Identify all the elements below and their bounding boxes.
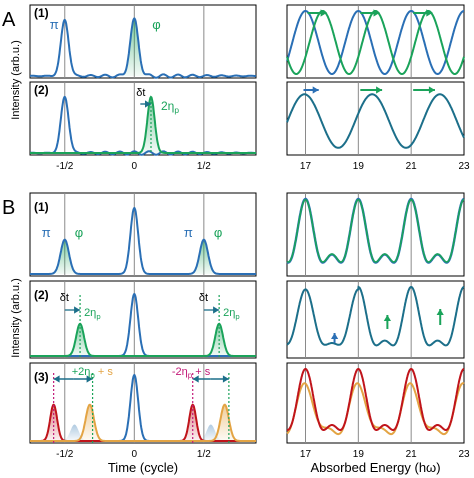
energy-axes-A1	[286, 4, 465, 79]
energy-tick-0-3: 23	[458, 161, 470, 172]
delta-t-label: δt	[136, 87, 145, 99]
B2-two-eta-1: 2ηp	[223, 307, 240, 321]
two-eta-label: 2ηp	[161, 99, 179, 115]
B1-time-trace	[30, 206, 256, 275]
B3-orange-fill-0	[75, 404, 105, 441]
xlabel-time: Time (cycle)	[108, 460, 178, 475]
xlabel-energy: Absorbed Energy (hω)	[310, 460, 440, 475]
time-axes-B2	[29, 280, 257, 359]
time-axes-B3	[29, 362, 257, 444]
energy-tick-0-1: 19	[353, 161, 365, 172]
B3-orange-trace	[30, 403, 256, 442]
delta-t-arrow-head	[145, 100, 151, 108]
energy-axes-B3	[286, 362, 465, 444]
B2-up-arrow-2-head	[436, 309, 444, 315]
A1-time-trace	[30, 17, 257, 79]
time-tick-0-0: -1/2	[56, 161, 74, 172]
time-axes-B1	[29, 192, 257, 277]
B1-pi-label-left: π	[42, 225, 51, 240]
energy-tick-1-1: 19	[353, 449, 365, 460]
B1-pi-label-right: π	[184, 225, 193, 240]
energy-tick-1-2: 21	[406, 449, 418, 460]
energy-tick-0-2: 21	[406, 161, 418, 172]
energy-axes-B1	[286, 192, 465, 277]
section-label-A: A	[2, 9, 16, 31]
energy-tick-1-3: 23	[458, 449, 470, 460]
energy-tick-0-0: 17	[300, 161, 312, 172]
row-label-A2: (2)	[34, 83, 49, 97]
B3-blue-fill-right	[196, 424, 226, 441]
row-label-B1: (1)	[34, 200, 49, 214]
minus-two-eta-label: -2ηp + s	[172, 366, 211, 380]
A1-shift-arrow-0-head	[320, 9, 327, 17]
time-axes-A1	[29, 4, 257, 79]
energy-axes-B2	[286, 280, 465, 359]
A1-spec-green	[286, 10, 465, 75]
time-tick-0-2: 1/2	[197, 161, 211, 172]
B2-shift-arrow-1-head	[213, 306, 220, 314]
time-tick-1-2: 1/2	[197, 449, 211, 460]
A2-phi-trace	[30, 95, 256, 154]
pi-label: π	[50, 17, 59, 32]
section-label-B: B	[2, 197, 15, 219]
row-label-A1: (1)	[34, 6, 49, 20]
B2-delta-t-0: δt	[60, 292, 69, 304]
B1-phi-fill-0	[50, 239, 80, 274]
phi-shifted-fill	[138, 97, 164, 153]
B3-orange-fill-1	[210, 404, 240, 441]
B1-phi-label-right: φ	[214, 225, 222, 240]
B1-phi-label-left: φ	[75, 225, 83, 240]
B3-right-span-l-head	[192, 375, 199, 383]
A2-arrow-1-head	[376, 86, 383, 94]
B3-right-span-r-head	[222, 375, 229, 383]
B3-left-span-l-head	[53, 375, 60, 383]
B2-up-arrow-0-head	[331, 333, 339, 339]
B3-blue-fill-left	[59, 424, 90, 441]
B3-spec-orange	[286, 382, 465, 436]
ylabel-B: Intensity (arb.u.)	[10, 278, 22, 357]
A2-arrow-0-head	[312, 86, 319, 94]
ylabel-A: Intensity (arb.u.)	[10, 40, 22, 119]
A1-shift-arrow-1-head	[373, 9, 380, 17]
B2-delta-t-1: δt	[199, 292, 208, 304]
B1-phi-fill-1	[189, 239, 219, 274]
phi-pulse-fill	[119, 20, 149, 76]
energy-axes-A2	[286, 81, 465, 156]
A2-arrow-2-head	[428, 86, 435, 94]
B2-shift-arrow-0-head	[74, 306, 81, 314]
time-tick-1-0: -1/2	[56, 449, 74, 460]
A1-shift-arrow-2-head	[426, 9, 433, 17]
time-tick-1-1: 0	[132, 449, 138, 460]
phi-label: φ	[152, 17, 160, 32]
B3-spec-red	[287, 368, 465, 431]
A1-spec-blue	[286, 10, 464, 75]
B2-phi-trace	[30, 322, 256, 357]
row-label-B2: (2)	[34, 288, 49, 302]
time-tick-0-1: 0	[132, 161, 138, 172]
B2-two-eta-0: 2ηp	[84, 307, 101, 321]
plus-two-eta-label: +2ηp + s	[72, 366, 114, 380]
energy-tick-1-0: 17	[300, 449, 312, 460]
B1-spec-green	[286, 198, 465, 263]
B2-spec-teal	[286, 285, 465, 347]
B3-left-span-r-head	[86, 375, 93, 383]
row-label-B3: (3)	[34, 370, 49, 384]
A2-spec-teal	[286, 93, 465, 149]
B2-up-arrow-1-head	[383, 315, 391, 321]
